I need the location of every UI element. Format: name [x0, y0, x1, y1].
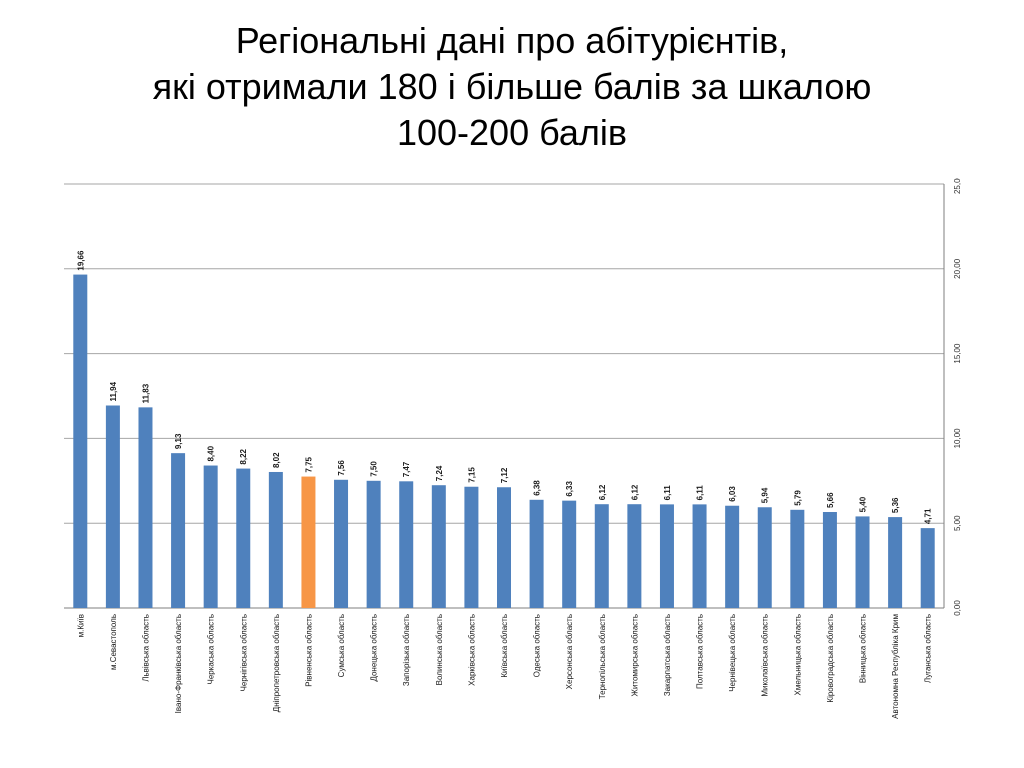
bar — [105, 405, 120, 608]
category-label: Миколаївська область — [761, 614, 770, 697]
y-tick-label: 10,00 — [953, 428, 962, 449]
bar — [627, 504, 642, 608]
data-label: 9,13 — [174, 433, 183, 449]
bar — [497, 487, 511, 608]
bar — [334, 479, 349, 608]
bar-chart: 0,00 5,00 10,00 15,00 20,00 25,00 19,66 м.Київ 1… — [62, 178, 982, 744]
category-label: Тернопільська область — [598, 614, 607, 699]
chart-canvas: 0,00 5,00 10,00 15,00 20,00 25,00 19,66 м.Київ 1… — [64, 178, 962, 719]
data-label: 5,36 — [891, 497, 900, 513]
category-label: Рівненська область — [304, 614, 313, 687]
data-label: 7,15 — [467, 467, 476, 483]
data-label: 7,24 — [435, 465, 444, 481]
bar — [268, 471, 283, 608]
category-label: Харківська область — [467, 614, 476, 686]
data-label: 7,75 — [304, 456, 313, 472]
category-label: Вінницька область — [859, 614, 868, 683]
title-line-3: 100-200 балів — [396, 112, 628, 153]
bar — [659, 504, 674, 608]
bar — [236, 468, 251, 608]
category-label: Чернівецька область — [728, 614, 737, 692]
category-label: Одеська область — [533, 614, 542, 677]
data-label: 6,03 — [728, 486, 737, 502]
data-label: 7,12 — [500, 467, 509, 483]
data-label: 8,02 — [272, 452, 281, 468]
data-label: 8,22 — [239, 448, 248, 464]
bar — [790, 509, 805, 608]
y-tick-label: 0,00 — [953, 600, 962, 616]
bar — [529, 499, 544, 608]
slide-title: Регіональні дані про абітурієнтів, які о… — [0, 18, 1024, 156]
y-tick-label: 25,00 — [953, 178, 962, 194]
category-label: Чернігівська область — [239, 614, 248, 691]
category-label: Київська область — [500, 614, 509, 678]
category-label: Кіровоградська область — [826, 614, 835, 703]
bar — [431, 485, 446, 608]
bar — [594, 504, 609, 608]
category-label: Хмельницька область — [793, 614, 802, 695]
data-label: 6,38 — [533, 480, 542, 496]
category-label: м.Севастополь — [109, 614, 118, 670]
bar — [562, 500, 577, 608]
bar — [366, 480, 381, 608]
data-label: 6,11 — [663, 485, 672, 501]
category-label: Луганська область — [924, 614, 933, 683]
category-label: Львівська область — [141, 614, 150, 682]
data-label: 6,12 — [630, 484, 639, 500]
y-tick-label: 20,00 — [953, 258, 962, 279]
bar — [725, 505, 740, 608]
bar — [301, 476, 316, 608]
category-label: Івано-Франківська область — [174, 614, 183, 713]
category-label: м.Київ — [76, 614, 85, 637]
y-tick-label: 15,00 — [953, 343, 962, 364]
data-label: 11,83 — [141, 383, 150, 403]
bar — [692, 504, 707, 608]
data-label: 6,11 — [696, 485, 705, 501]
data-label: 19,66 — [76, 250, 85, 271]
bar — [73, 274, 88, 608]
category-label: Донецька область — [370, 614, 379, 682]
data-label: 6,12 — [598, 484, 607, 500]
category-label: Закарпатська область — [663, 614, 672, 696]
y-tick-label: 5,00 — [953, 515, 962, 531]
data-label: 6,33 — [565, 481, 574, 497]
category-label: Сумська область — [337, 614, 346, 677]
data-label: 7,50 — [370, 461, 379, 477]
data-label: 8,40 — [207, 445, 216, 461]
data-label: 5,79 — [793, 490, 802, 506]
bar — [822, 512, 837, 608]
bar — [757, 507, 772, 608]
data-label: 7,56 — [337, 460, 346, 476]
data-label: 5,94 — [761, 487, 770, 503]
bar — [399, 481, 414, 608]
category-label: Запорізька область — [402, 614, 411, 686]
bar — [203, 465, 218, 608]
category-label: Черкаська область — [207, 614, 216, 685]
category-label: Херсонська область — [565, 614, 574, 689]
title-line-2: які отримали 180 і більше балів за шкало… — [152, 66, 872, 107]
title-line-1: Регіональні дані про абітурієнтів, — [235, 20, 789, 61]
category-label: Автономна Республіка Крим — [891, 614, 900, 719]
bar — [855, 516, 870, 608]
bar — [920, 528, 935, 608]
bar — [888, 517, 903, 608]
category-label: Житомирська область — [630, 614, 639, 696]
bar — [138, 407, 153, 608]
category-label: Полтавська область — [696, 614, 705, 689]
data-label: 4,71 — [924, 508, 933, 524]
category-label: Волинська область — [435, 614, 444, 685]
data-label: 7,47 — [402, 461, 411, 477]
bar — [171, 453, 186, 608]
data-label: 5,40 — [859, 496, 868, 512]
data-label: 5,66 — [826, 492, 835, 508]
category-label: Дніпропетровська область — [272, 614, 281, 712]
data-label: 11,94 — [109, 381, 118, 401]
bar — [464, 486, 479, 608]
